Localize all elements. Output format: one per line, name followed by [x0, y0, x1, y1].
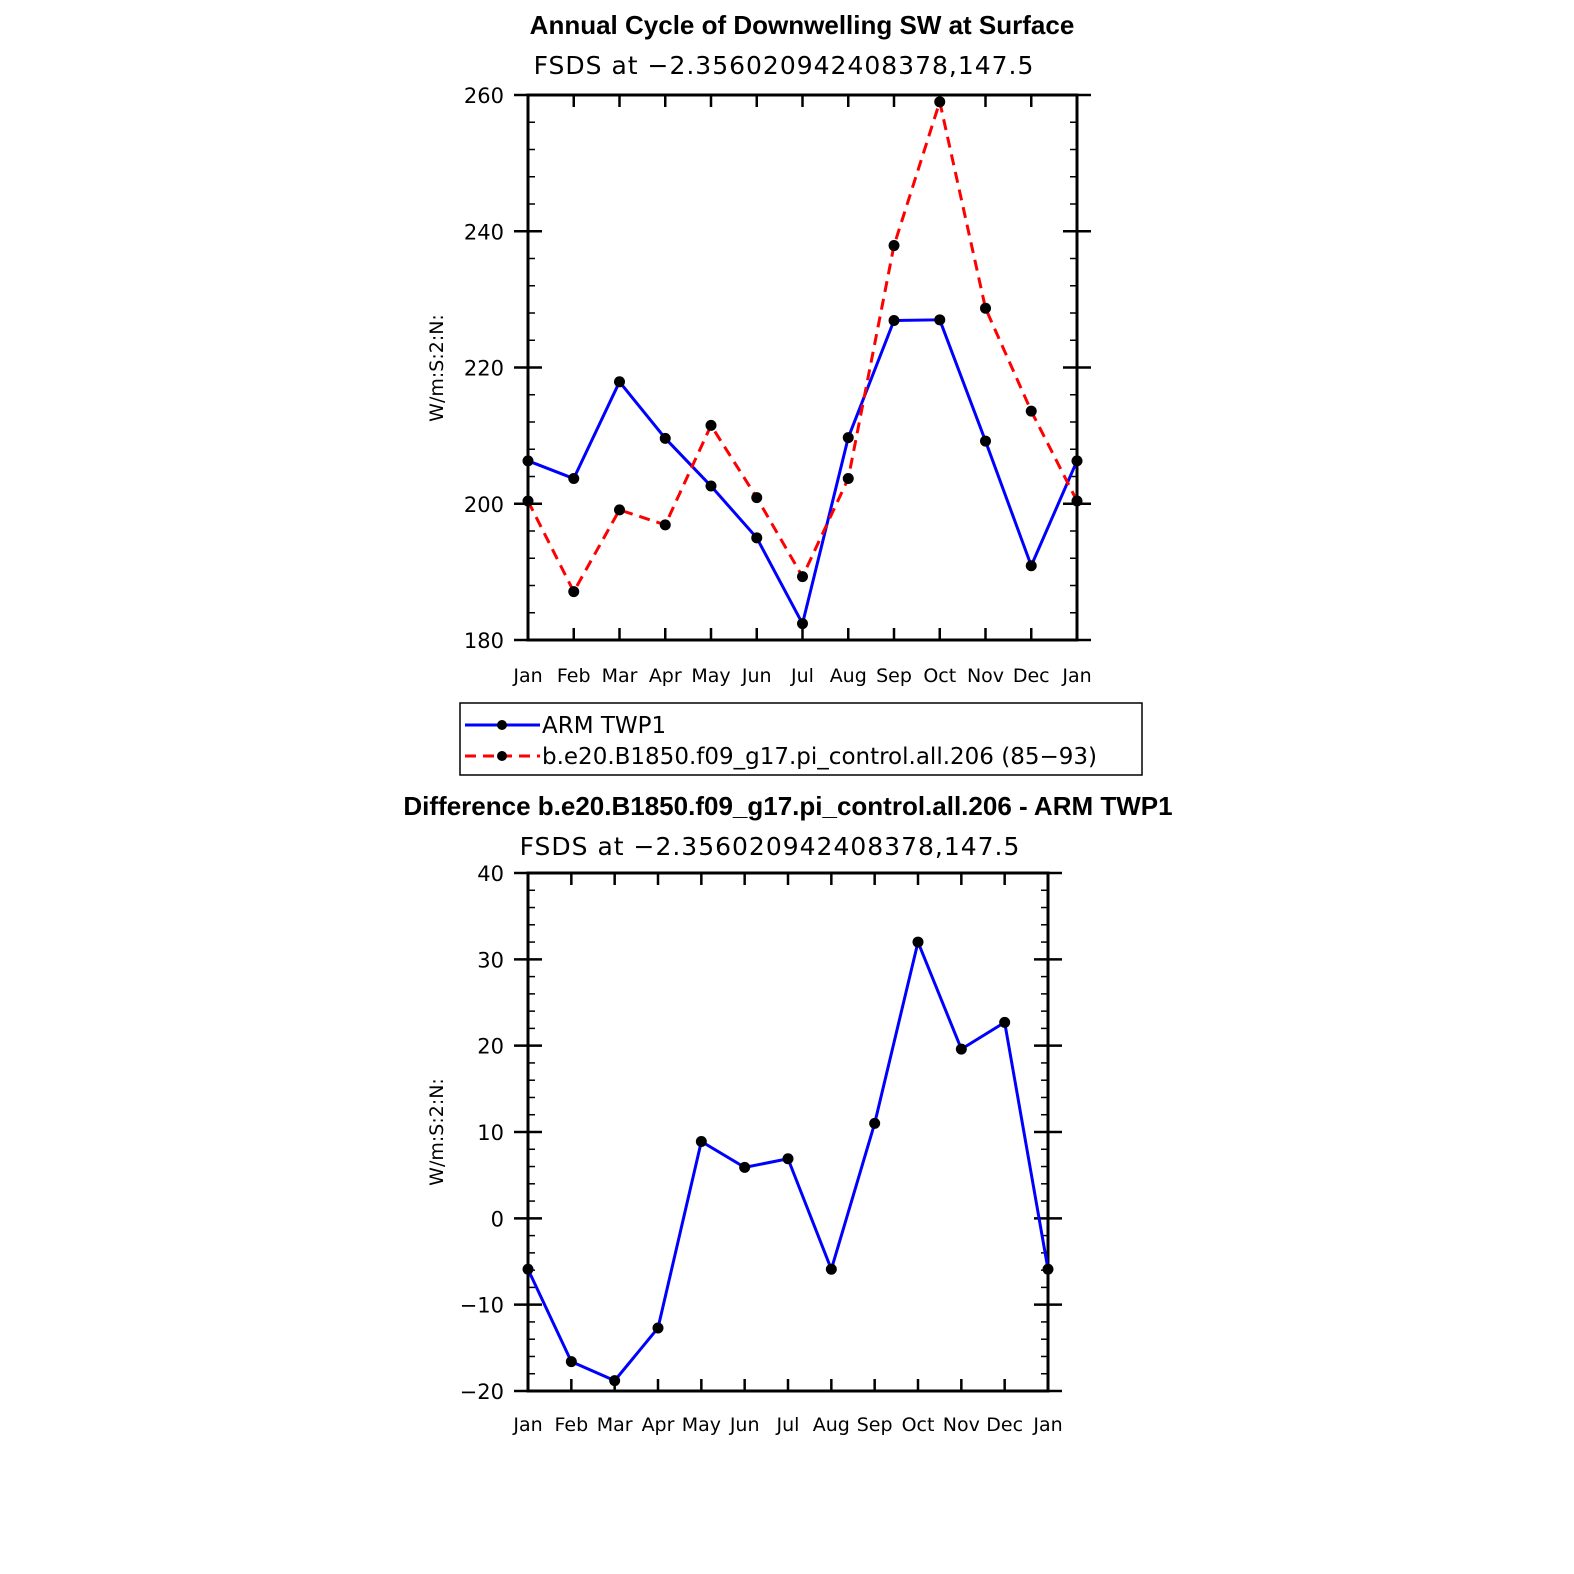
data-point	[869, 1117, 881, 1129]
annual-cycle-panel: Annual Cycle of Downwelling SW at Surfac…	[426, 10, 1092, 687]
data-point	[565, 1356, 577, 1368]
legend-label-arm: ARM TWP1	[542, 713, 666, 739]
x-tick-label: Aug	[813, 1414, 850, 1436]
x-tick-label: Dec	[1013, 665, 1050, 687]
data-point	[609, 1375, 621, 1387]
x-tick-label: Jul	[790, 665, 814, 687]
y-tick-label: −10	[460, 1294, 504, 1318]
x-tick-label: Jan	[512, 1414, 542, 1436]
difference-panel: Difference b.e20.B1850.f09_g17.pi_contro…	[403, 791, 1172, 1436]
chart-subtitle: FSDS at −2.356020942408378,147.5	[520, 832, 1021, 861]
data-point	[842, 432, 854, 444]
data-point	[955, 1043, 967, 1055]
x-tick-label: Dec	[986, 1414, 1023, 1436]
x-tick-label: May	[682, 1414, 721, 1436]
y-tick-label: 10	[477, 1121, 504, 1145]
y-axis-label: W/m:S:2:N:	[426, 1078, 448, 1186]
legend-marker-arm	[497, 720, 507, 730]
data-point	[999, 1016, 1011, 1028]
x-tick-label: Sep	[876, 665, 912, 687]
data-point	[705, 419, 717, 431]
data-point	[1025, 405, 1037, 417]
data-point	[705, 480, 717, 492]
data-point	[888, 240, 900, 252]
data-point	[614, 504, 625, 516]
data-point	[912, 936, 924, 948]
data-point	[797, 571, 808, 583]
y-tick-label: 0	[491, 1207, 504, 1231]
x-tick-label: Jan	[1032, 1414, 1062, 1436]
y-tick-label: 30	[477, 948, 504, 972]
data-point	[934, 96, 946, 108]
data-point	[522, 455, 534, 467]
plot-frame	[526, 93, 1079, 642]
plot-frame	[526, 871, 1050, 1393]
chart-title: Annual Cycle of Downwelling SW at Surfac…	[530, 10, 1075, 40]
data-point	[614, 376, 625, 388]
data-point	[980, 435, 991, 447]
data-point	[825, 1263, 837, 1275]
legend-frame	[459, 702, 1143, 776]
x-tick-label: Apr	[649, 665, 682, 687]
data-point	[659, 519, 671, 531]
series-line	[526, 100, 1079, 594]
x-tick-label: Jan	[1061, 665, 1091, 687]
y-tick-label: 20	[477, 1035, 504, 1059]
x-tick-label: Feb	[555, 1414, 589, 1436]
y-tick-label: 260	[464, 84, 504, 108]
x-tick-label: Jan	[512, 665, 542, 687]
legend-label-model: b.e20.B1850.f09_g17.pi_control.all.206 (…	[542, 744, 1097, 770]
data-point	[568, 473, 580, 485]
x-tick-label: Nov	[943, 1414, 980, 1436]
data-point	[782, 1153, 794, 1165]
data-point	[568, 586, 580, 598]
y-axis-label: W/m:S:2:N:	[426, 314, 448, 422]
data-point	[1071, 495, 1083, 507]
data-point	[1025, 560, 1037, 572]
y-tick-label: 240	[464, 220, 504, 244]
x-tick-label: Nov	[967, 665, 1004, 687]
legend-marker-model	[497, 751, 507, 761]
data-point	[1042, 1263, 1054, 1275]
x-tick-label: Apr	[642, 1414, 675, 1436]
x-tick-label: Sep	[857, 1414, 893, 1436]
x-tick-label: Oct	[902, 1414, 935, 1436]
data-point	[842, 473, 854, 485]
data-point	[934, 314, 946, 326]
y-tick-label: 180	[464, 629, 504, 653]
x-tick-label: Jun	[741, 665, 772, 687]
data-point	[751, 532, 763, 544]
chart-subtitle: FSDS at −2.356020942408378,147.5	[534, 51, 1035, 80]
y-tick-label: 40	[477, 862, 504, 886]
data-point	[522, 1263, 534, 1275]
x-tick-label: May	[691, 665, 730, 687]
data-point	[980, 302, 991, 314]
y-tick-label: −20	[460, 1380, 504, 1404]
data-point	[739, 1161, 751, 1173]
x-tick-label: Oct	[923, 665, 956, 687]
y-tick-label: 220	[464, 357, 504, 381]
data-point	[659, 432, 671, 444]
y-tick-label: 200	[464, 493, 504, 517]
x-tick-label: Mar	[602, 665, 638, 687]
legend: ARM TWP1 b.e20.B1850.f09_g17.pi_control.…	[459, 702, 1143, 776]
data-point	[652, 1322, 664, 1334]
x-tick-label: Mar	[597, 1414, 633, 1436]
data-point	[797, 618, 808, 630]
data-point	[1071, 455, 1083, 467]
x-tick-label: Aug	[830, 665, 867, 687]
x-tick-label: Feb	[557, 665, 591, 687]
data-point	[888, 314, 900, 326]
chart-title: Difference b.e20.B1850.f09_g17.pi_contro…	[403, 791, 1172, 821]
data-point	[522, 495, 534, 507]
x-tick-label: Jun	[729, 1414, 760, 1436]
data-point	[751, 492, 763, 504]
data-point	[695, 1135, 707, 1147]
x-tick-label: Jul	[776, 1414, 800, 1436]
